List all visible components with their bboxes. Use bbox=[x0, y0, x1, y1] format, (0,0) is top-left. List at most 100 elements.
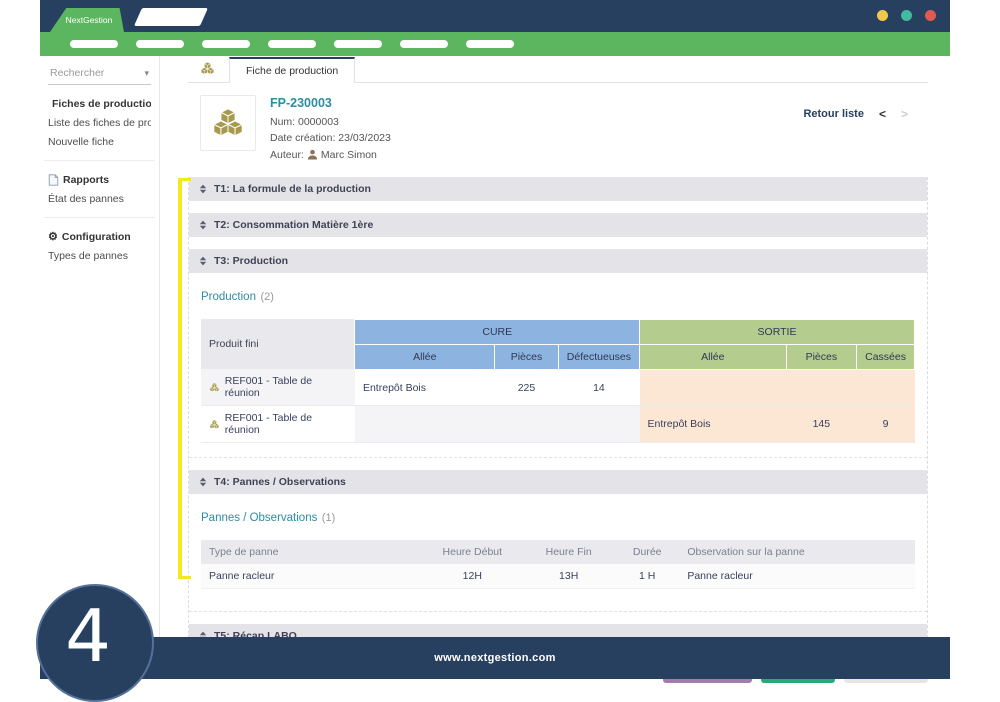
sortie-cassees-cell bbox=[856, 369, 915, 407]
col-observation: Observation sur la panne bbox=[679, 540, 915, 565]
table-row: Panne racleur 12H 13H 1 H Panne racleur bbox=[201, 564, 915, 590]
sidebar-section-label: Configuration bbox=[61, 231, 131, 243]
fiche-meta: FP-230003 Num: 0000003 Date création: 23… bbox=[270, 95, 391, 163]
step-number: 4 bbox=[65, 594, 111, 678]
prev-record-button[interactable]: < bbox=[878, 107, 886, 121]
sortie-pieces-cell bbox=[786, 369, 857, 407]
app-window: NextGestion Rechercher ▾ Fiches de produ… bbox=[40, 0, 950, 684]
sidebar-section-label: Fiches de production bbox=[52, 98, 151, 110]
sort-icon bbox=[199, 220, 207, 230]
cubes-icon bbox=[211, 106, 245, 140]
sidebar-section-fiches: Fiches de production bbox=[48, 98, 151, 110]
nav-item-redacted-6[interactable] bbox=[400, 40, 448, 48]
nav-item-redacted-3[interactable] bbox=[202, 40, 250, 48]
accordion-label: T1: La formule de la production bbox=[214, 182, 371, 195]
sidebar-item-nouvelle-fiche[interactable]: Nouvelle fiche bbox=[48, 136, 114, 148]
sortie-allee-cell: Entrepôt Bois bbox=[639, 405, 787, 444]
cure-pieces-cell: 225 bbox=[494, 369, 559, 407]
accordion-t3[interactable]: T3: Production bbox=[189, 248, 927, 273]
accordion-t2[interactable]: T2: Consommation Matière 1ère bbox=[189, 212, 927, 237]
window-controls bbox=[877, 10, 936, 21]
nav-item-redacted-1[interactable] bbox=[70, 40, 118, 48]
header-controls: Retour liste < > bbox=[803, 107, 924, 121]
col-sortie-allee: Allée bbox=[639, 343, 787, 370]
sidebar: Rechercher ▾ Fiches de production Liste … bbox=[40, 56, 160, 637]
col-heure-debut: Heure Début bbox=[422, 540, 523, 565]
sidebar-section-label: Rapports bbox=[63, 174, 110, 186]
main-nav-bar bbox=[40, 32, 950, 56]
accordion-label: T2: Consommation Matière 1ère bbox=[214, 218, 374, 231]
fiche-body: T1: La formule de la production T2: Cons… bbox=[178, 176, 928, 649]
search-dropdown[interactable]: Rechercher ▾ bbox=[48, 64, 151, 85]
production-count: (2) bbox=[260, 290, 274, 303]
pannes-section: Pannes / Observations (1) Type de panne … bbox=[189, 494, 927, 613]
col-produit-fini: Produit fini bbox=[201, 319, 355, 370]
window-control-yellow[interactable] bbox=[877, 10, 888, 21]
fiche-author: Auteur: Marc Simon bbox=[270, 147, 391, 163]
col-duree: Durée bbox=[615, 540, 680, 565]
title-bar: NextGestion bbox=[40, 0, 950, 32]
brand-tab[interactable]: NextGestion bbox=[50, 8, 124, 32]
step-number-badge: 4 bbox=[36, 584, 154, 702]
cure-defectueuses-cell bbox=[558, 405, 640, 444]
tab-bar: Fiche de production bbox=[188, 56, 928, 83]
tab-fiche-de-production[interactable]: Fiche de production bbox=[229, 57, 356, 83]
annotation-bracket bbox=[178, 177, 191, 579]
col-cure-allee: Allée bbox=[354, 343, 496, 370]
accordion-t4[interactable]: T4: Pannes / Observations bbox=[189, 470, 927, 495]
observation-cell: Panne racleur bbox=[679, 564, 915, 590]
production-table: Produit fini CURE SORTIE Allée Pièces Dé… bbox=[201, 318, 915, 444]
fiche-date: Date création: 23/03/2023 bbox=[270, 132, 391, 145]
type-panne-cell: Panne racleur bbox=[201, 564, 423, 590]
author-label: Auteur: bbox=[270, 148, 304, 161]
production-section: Production (2) Produit fini CURE SORTIE … bbox=[189, 273, 927, 459]
fiche-title: FP-230003 bbox=[270, 96, 332, 110]
chevron-down-icon: ▾ bbox=[144, 67, 149, 78]
sort-icon bbox=[199, 256, 207, 266]
cubes-icon bbox=[200, 61, 215, 76]
duree-cell: 1 H bbox=[615, 564, 680, 590]
person-icon bbox=[307, 149, 318, 160]
sidebar-item-etat-pannes[interactable]: État des pannes bbox=[48, 193, 124, 205]
divider bbox=[44, 217, 155, 218]
window-control-red[interactable] bbox=[925, 10, 936, 21]
heure-debut-cell: 12H bbox=[422, 564, 523, 590]
col-sortie-pieces: Pièces bbox=[785, 343, 858, 370]
cube-icon bbox=[209, 382, 220, 393]
product-name: REF001 - Table de réunion bbox=[224, 375, 313, 400]
next-record-button[interactable]: > bbox=[900, 107, 908, 121]
secondary-tab-redacted[interactable] bbox=[133, 8, 209, 26]
cube-icon bbox=[209, 419, 220, 430]
cure-allee-cell bbox=[354, 405, 495, 444]
col-heure-fin: Heure Fin bbox=[522, 540, 616, 565]
nav-item-redacted-7[interactable] bbox=[466, 40, 514, 48]
cure-defectueuses-cell: 14 bbox=[558, 369, 640, 407]
col-sortie-cassees: Cassées bbox=[856, 343, 915, 370]
production-title: Production bbox=[201, 290, 256, 303]
search-placeholder: Rechercher bbox=[50, 67, 105, 79]
heure-fin-cell: 13H bbox=[522, 564, 616, 590]
fiche-num: Num: 0000003 bbox=[270, 116, 339, 128]
back-to-list-link[interactable]: Retour liste bbox=[803, 108, 864, 120]
divider bbox=[44, 160, 155, 161]
accordion-label: T4: Pannes / Observations bbox=[214, 476, 346, 489]
sidebar-section-configuration: ⚙ Configuration bbox=[48, 231, 151, 243]
sortie-cassees-cell: 9 bbox=[856, 405, 915, 444]
nav-item-redacted-5[interactable] bbox=[334, 40, 382, 48]
sidebar-item-types-pannes[interactable]: Types de pannes bbox=[48, 250, 128, 262]
table-row: REF001 - Table de réunion Entrepôt Bois … bbox=[201, 405, 915, 444]
product-name: REF001 - Table de réunion bbox=[224, 412, 313, 437]
window-control-teal[interactable] bbox=[901, 10, 912, 21]
cure-allee-cell: Entrepôt Bois bbox=[354, 369, 495, 407]
table-row: REF001 - Table de réunion Entrepôt Bois … bbox=[201, 369, 915, 407]
product-cell: REF001 - Table de réunion bbox=[201, 405, 355, 444]
accordion-t1[interactable]: T1: La formule de la production bbox=[189, 176, 927, 201]
group-header-cure: CURE bbox=[354, 318, 641, 345]
author-name: Marc Simon bbox=[320, 148, 377, 161]
product-cell: REF001 - Table de réunion bbox=[201, 369, 355, 407]
nav-item-redacted-2[interactable] bbox=[136, 40, 184, 48]
sidebar-item-liste-fiches[interactable]: Liste des fiches de produ... bbox=[48, 117, 151, 129]
nav-item-redacted-4[interactable] bbox=[268, 40, 316, 48]
pannes-title: Pannes / Observations bbox=[201, 512, 318, 525]
col-cure-defectueuses: Défectueuses bbox=[557, 343, 641, 370]
